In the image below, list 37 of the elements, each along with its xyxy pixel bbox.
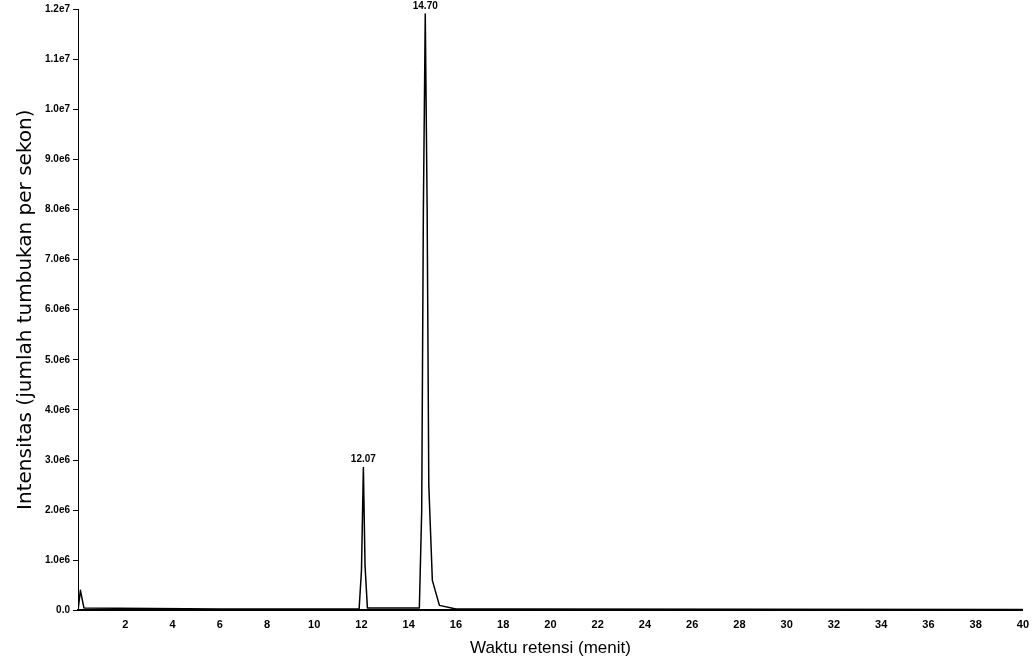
y-tick-label: 4.0e6: [44, 403, 71, 415]
x-tick-label: 40: [1016, 618, 1030, 631]
x-tick-label: 28: [733, 618, 746, 631]
x-tick-label: 6: [216, 618, 223, 631]
x-tick-label: 10: [308, 618, 321, 631]
x-tick-label: 12: [355, 618, 368, 631]
x-tick-label: 8: [263, 618, 271, 631]
x-tick-label: 18: [497, 618, 510, 631]
annotation: 12.07: [350, 453, 377, 465]
x-tick-label: 2: [122, 618, 129, 631]
y-tick-label: 0.0: [56, 604, 71, 616]
y-tick-label: 7.0e6: [44, 253, 71, 265]
y-tick-label: 1.0e7: [44, 102, 71, 114]
y-axis-title: Intensitas (jumlah tumbukan per sekon): [12, 109, 37, 510]
y-tick-label: 1.2e7: [44, 2, 71, 14]
x-tick-label: 32: [827, 618, 841, 631]
y-tick-label: 2.0e6: [44, 503, 71, 515]
x-tick-label: 36: [922, 618, 935, 631]
x-tick-label: 20: [544, 618, 557, 631]
y-tick-label: 3.0e6: [44, 453, 71, 465]
x-tick-label: 4: [169, 618, 177, 631]
x-tick-label: 24: [638, 618, 652, 631]
annotation: 14.70: [412, 0, 439, 11]
y-tick-label: 9.0e6: [44, 153, 71, 165]
y-tick-label: 1.0e6: [44, 554, 71, 566]
x-axis-title: Waktu retensi (menit): [469, 638, 631, 658]
y-tick-label: 5.0e6: [44, 353, 71, 365]
y-tick-label: 6.0e6: [44, 303, 71, 315]
x-tick-label: 30: [780, 618, 793, 631]
x-tick-label: 22: [591, 618, 604, 631]
x-tick-label: 14: [402, 618, 416, 631]
x-tick-label: 34: [875, 618, 889, 631]
y-tick-label: 8.0e6: [44, 203, 71, 215]
x-tick-label: 26: [686, 618, 699, 631]
x-tick-label: 38: [969, 618, 982, 631]
x-tick-label: 16: [449, 618, 463, 631]
y-tick-label: 1.1e7: [44, 52, 71, 64]
